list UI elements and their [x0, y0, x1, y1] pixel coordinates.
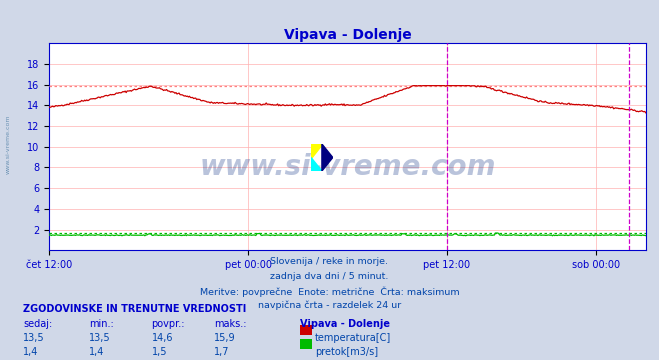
Text: 13,5: 13,5: [89, 333, 111, 343]
Text: 1,7: 1,7: [214, 347, 230, 357]
Text: www.si-vreme.com: www.si-vreme.com: [5, 114, 11, 174]
Text: www.si-vreme.com: www.si-vreme.com: [200, 153, 496, 181]
Text: navpična črta - razdelek 24 ur: navpična črta - razdelek 24 ur: [258, 301, 401, 310]
Text: 14,6: 14,6: [152, 333, 173, 343]
Title: Vipava - Dolenje: Vipava - Dolenje: [284, 28, 411, 42]
Text: 1,4: 1,4: [89, 347, 104, 357]
Text: ZGODOVINSKE IN TRENUTNE VREDNOSTI: ZGODOVINSKE IN TRENUTNE VREDNOSTI: [23, 304, 246, 314]
Text: zadnja dva dni / 5 minut.: zadnja dva dni / 5 minut.: [270, 272, 389, 281]
Text: 13,5: 13,5: [23, 333, 45, 343]
Text: povpr.:: povpr.:: [152, 319, 185, 329]
Text: 1,4: 1,4: [23, 347, 38, 357]
Text: pretok[m3/s]: pretok[m3/s]: [315, 347, 378, 357]
Text: 15,9: 15,9: [214, 333, 236, 343]
Text: min.:: min.:: [89, 319, 114, 329]
Text: Vipava - Dolenje: Vipava - Dolenje: [300, 319, 390, 329]
Text: 1,5: 1,5: [152, 347, 167, 357]
Text: Meritve: povprečne  Enote: metrične  Črta: maksimum: Meritve: povprečne Enote: metrične Črta:…: [200, 286, 459, 297]
Polygon shape: [311, 158, 322, 171]
Text: Slovenija / reke in morje.: Slovenija / reke in morje.: [270, 257, 389, 266]
Polygon shape: [311, 144, 322, 158]
Text: sedaj:: sedaj:: [23, 319, 52, 329]
Text: maks.:: maks.:: [214, 319, 246, 329]
Polygon shape: [322, 144, 333, 171]
Text: temperatura[C]: temperatura[C]: [315, 333, 391, 343]
